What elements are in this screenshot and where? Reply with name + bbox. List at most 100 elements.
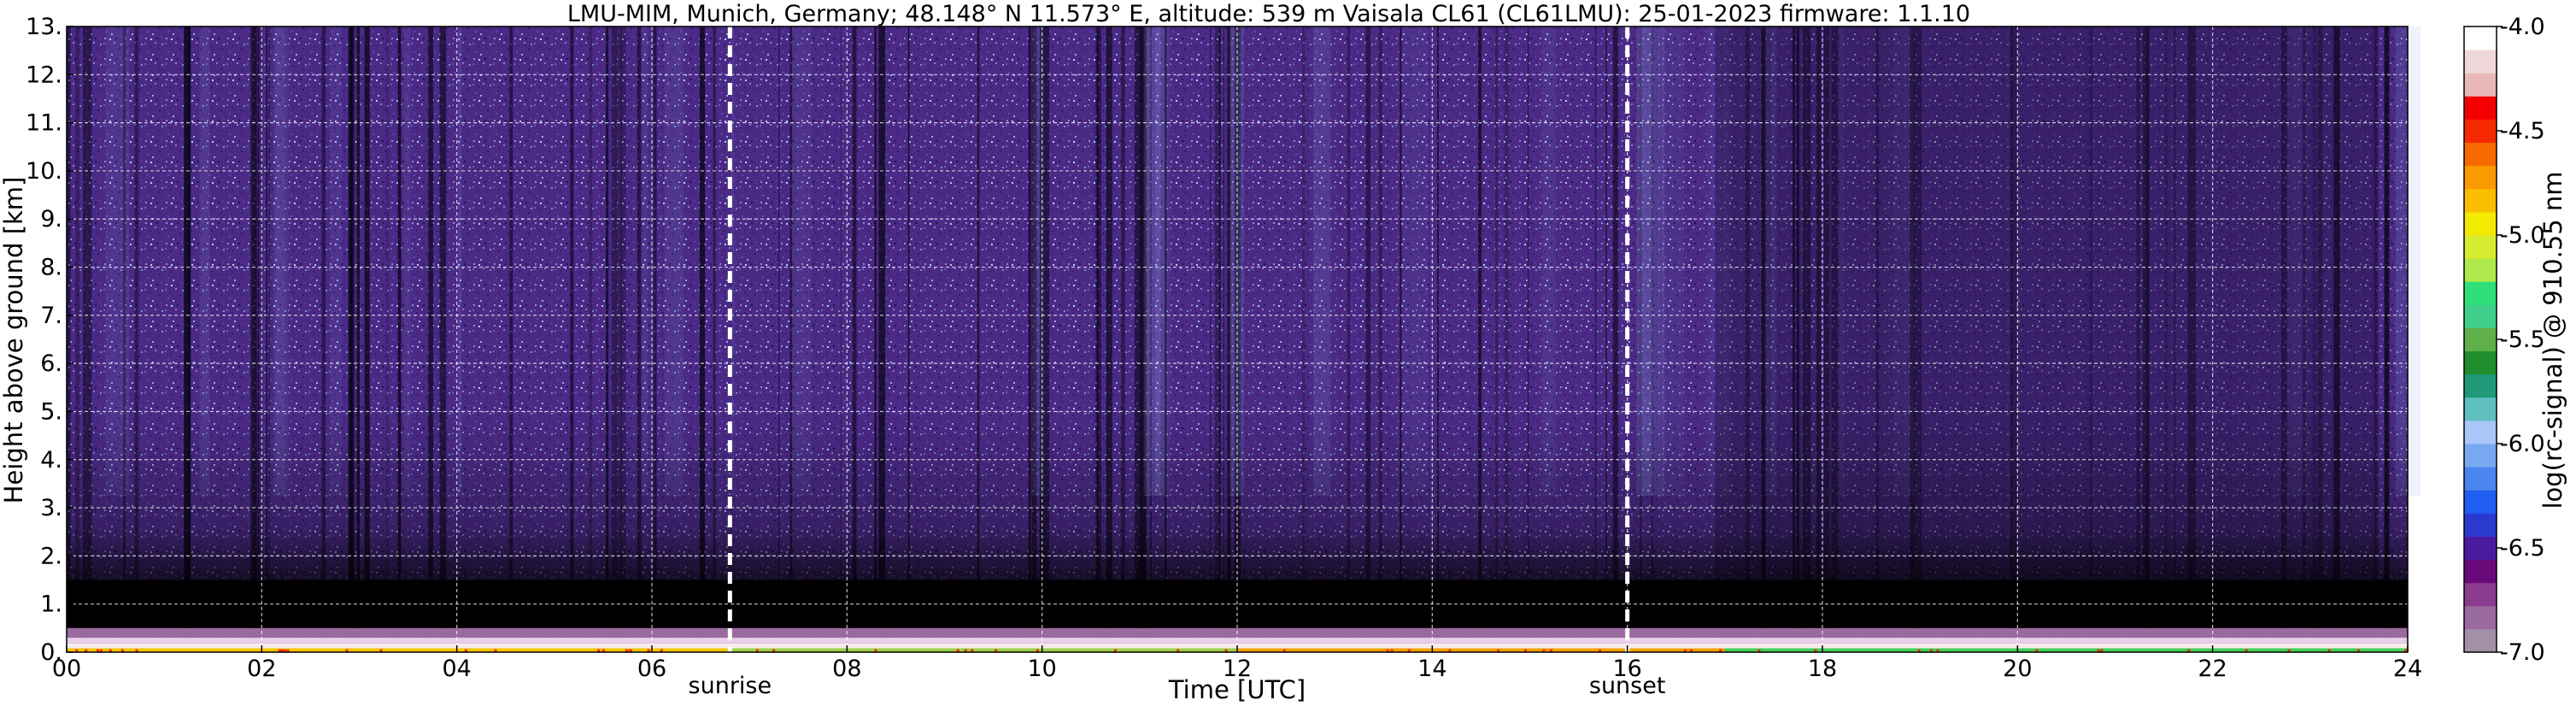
signal-column [2317, 26, 2323, 652]
ground-return [494, 649, 497, 653]
ground-return [85, 649, 88, 653]
ground-return [874, 649, 877, 653]
ground-return [135, 649, 138, 653]
x-tick-label: 20 [2003, 656, 2032, 682]
ground-return [964, 649, 967, 653]
ground-return [75, 649, 79, 653]
ground-return [1177, 649, 1180, 653]
signal-column [1796, 26, 1799, 652]
signal-column [606, 26, 609, 652]
colorbar-segment [2464, 26, 2497, 50]
colorbar-segment [2464, 327, 2497, 352]
ground-return [2035, 649, 2039, 653]
signal-column [1478, 26, 1482, 652]
ground-return [625, 649, 628, 653]
signal-column [1223, 26, 1224, 652]
signal-column [1218, 26, 1221, 652]
ground-return [1497, 649, 1500, 653]
signal-column [1214, 26, 1219, 652]
signal-column [1542, 26, 1556, 496]
ground-return [1936, 649, 1939, 653]
signal-column [2143, 26, 2150, 652]
signal-column [1042, 26, 1050, 652]
signal-column [403, 26, 411, 496]
signal-column [1106, 26, 1112, 652]
signal-column [1793, 26, 1795, 652]
signal-column [617, 26, 622, 652]
signal-column [1227, 26, 1231, 652]
boundary-layer-band [67, 648, 731, 652]
signal-column [2010, 26, 2013, 652]
signal-column [1505, 26, 1509, 652]
signal-column [2280, 26, 2287, 652]
signal-column [907, 26, 910, 652]
y-tick-label: 4. [40, 447, 62, 474]
signal-column [2164, 26, 2168, 652]
signal-column [1140, 26, 1147, 652]
ground-return [1448, 649, 1452, 653]
signal-column [637, 26, 639, 652]
x-tick-label: 18 [1808, 656, 1837, 682]
colorbar-segment [2464, 142, 2497, 167]
colorbar-segment [2464, 536, 2497, 561]
x-tick-label: 24 [2393, 656, 2422, 682]
y-tick-label: 2. [40, 543, 62, 569]
ground-return [601, 649, 605, 653]
ground-return [1683, 649, 1687, 653]
x-tick-label: 08 [832, 656, 861, 682]
signal-column [1365, 26, 1371, 652]
ground-return [1224, 649, 1228, 653]
ground-return [971, 649, 974, 653]
signal-column [2192, 26, 2197, 652]
signal-column [1763, 26, 1775, 496]
colorbar-segment [2464, 96, 2497, 120]
signal-column [665, 26, 684, 496]
colorbar-segment [2464, 119, 2497, 144]
colorbar-segment [2464, 444, 2497, 468]
x-tick-label: 14 [1417, 656, 1446, 682]
y-tick-label: 13. [26, 14, 62, 40]
ground-return [1814, 649, 1817, 653]
signal-column [83, 26, 86, 652]
ground-return [755, 649, 759, 653]
colorbar-tick-label: -4.0 [2500, 14, 2545, 40]
signal-column [397, 26, 402, 652]
ground-return [1599, 649, 1602, 653]
y-axis-label: Height above ground [km] [0, 177, 28, 504]
colorbar-segment [2464, 605, 2497, 630]
colorbar-segment [2464, 420, 2497, 444]
ground-return [1523, 649, 1527, 653]
y-tick-label: 1. [40, 591, 62, 618]
ground-return [280, 649, 284, 653]
ground-return [2244, 649, 2248, 653]
ground-return [1690, 649, 1693, 653]
ground-return [345, 649, 349, 653]
ground-return [772, 649, 776, 653]
signal-column [1378, 26, 1382, 652]
colorbar: -4.0 -4.5 -5.0 -5.5 -6.0 -6.5 -7.0 [2463, 14, 2545, 666]
signal-column [1802, 26, 1807, 652]
colorbar-tick-label: -5.0 [2500, 222, 2545, 249]
signal-column [123, 26, 126, 652]
signal-column [330, 26, 343, 496]
boundary-layer-band [1237, 648, 1725, 652]
colorbar-tick-label: -5.5 [2500, 327, 2545, 353]
ground-return [628, 649, 631, 653]
signal-column [2010, 26, 2013, 652]
ground-return [1282, 649, 1286, 653]
y-tick-label: 12. [26, 62, 62, 88]
signal-column [1347, 26, 1351, 652]
colorbar-segment [2464, 165, 2497, 190]
ground-return [660, 649, 663, 653]
signal-column [458, 26, 462, 496]
signal-column [1612, 26, 1619, 652]
signal-column [321, 26, 326, 652]
signal-column [258, 26, 260, 652]
signal-column [1527, 26, 1529, 652]
ground-return [995, 649, 998, 653]
signal-column [699, 26, 706, 652]
signal-column [2287, 26, 2307, 496]
colorbar-tick-label: -6.5 [2500, 535, 2545, 562]
signal-column [977, 26, 980, 652]
